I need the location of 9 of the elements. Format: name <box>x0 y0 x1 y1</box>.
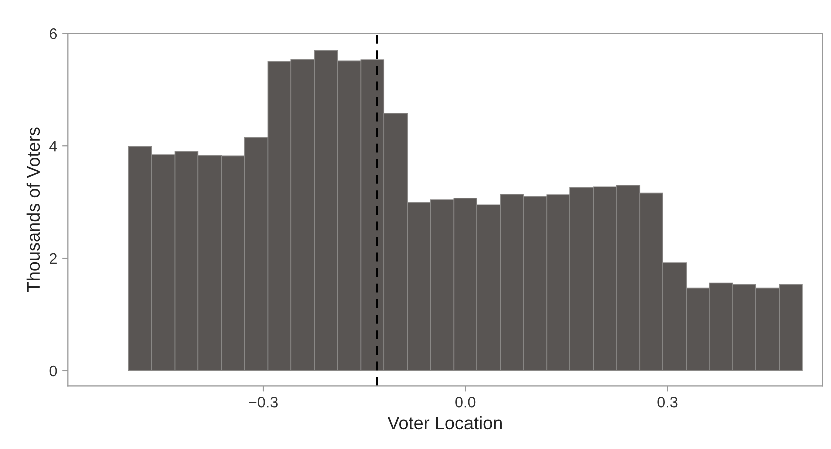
y-axis-title: Thousands of Voters <box>26 128 40 292</box>
y-tick-label: 4 <box>50 141 58 152</box>
x-tick-label: 0.3 <box>658 396 678 408</box>
x-axis-title: Voter Location <box>388 416 502 430</box>
x-tick-label: −0.3 <box>249 396 278 408</box>
y-tick-label: 6 <box>50 28 58 40</box>
y-tick-label: 0 <box>50 366 58 377</box>
y-tick-label: 2 <box>50 253 57 264</box>
x-tick-label: 0.0 <box>456 396 476 408</box>
